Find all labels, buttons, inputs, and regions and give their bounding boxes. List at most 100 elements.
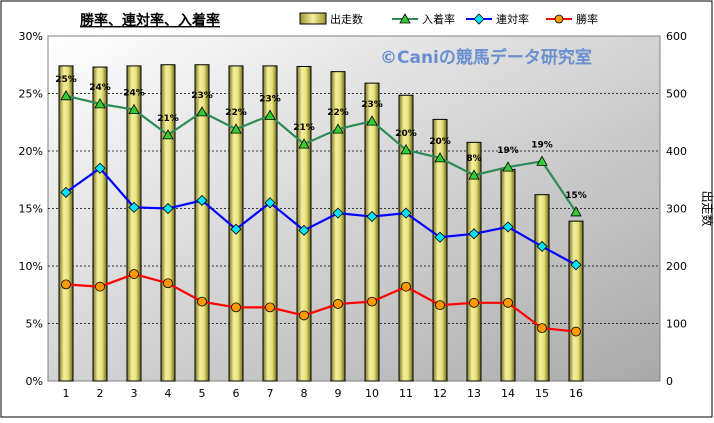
diamond-marker <box>196 194 208 207</box>
diamond-marker <box>468 228 480 240</box>
right-tick-label: 400 <box>666 145 687 158</box>
series-line <box>65 94 577 213</box>
circle-marker <box>265 302 275 313</box>
data-label: 24% <box>123 89 145 99</box>
right-tick-label: 0 <box>666 375 673 388</box>
circle-marker <box>537 323 547 334</box>
diamond-marker <box>400 207 412 219</box>
left-tick-label: 25% <box>19 88 43 101</box>
triangle-marker <box>230 123 242 134</box>
data-label: 23% <box>259 94 281 104</box>
diamond-marker <box>162 202 174 215</box>
x-tick-label: 10 <box>365 387 379 400</box>
x-tick-label: 7 <box>267 387 274 400</box>
x-tick-label: 11 <box>399 387 413 400</box>
triangle-marker <box>196 106 208 117</box>
right-tick-label: 100 <box>666 318 687 331</box>
legend-label: 入着率 <box>422 12 455 26</box>
left-tick-label: 5% <box>26 318 43 331</box>
triangle-marker <box>434 152 446 163</box>
data-label: 21% <box>293 123 315 133</box>
triangle-marker <box>60 89 72 101</box>
x-tick-label: 16 <box>569 387 583 400</box>
circle-marker <box>367 296 377 307</box>
watermark-text: ©Caniの競馬データ研究室 <box>380 47 592 68</box>
x-tick-label: 12 <box>433 387 447 400</box>
data-labels: 25% 24% 24% 21% 23% 22% 23% 21% 22% 23% 20% 20% 8% 19… <box>55 75 587 201</box>
diamond-marker <box>536 240 548 253</box>
legend-marker <box>399 13 411 24</box>
triangle-marker <box>332 123 344 134</box>
triangle-marker <box>366 115 378 126</box>
x-tick-label: 3 <box>131 387 138 400</box>
bar <box>534 194 550 382</box>
triangle-marker <box>536 155 548 166</box>
bar <box>568 220 584 382</box>
bar <box>500 168 516 382</box>
triangle-marker <box>94 98 106 109</box>
left-tick-label: 15% <box>19 203 43 216</box>
axes: 0% 5% 10% 15% 20% 25% 30% 0 100 200 300 400 500 600 出走… <box>19 30 714 400</box>
data-label: 21% <box>157 114 179 124</box>
circle-marker <box>435 300 445 311</box>
right-tick-label: 200 <box>666 260 687 273</box>
circle-marker <box>163 278 173 289</box>
chart-title: 勝率、連対率、入着率 <box>80 12 220 29</box>
data-label: 15% <box>565 191 587 201</box>
legend-label: 出走数 <box>330 12 363 26</box>
x-tick-label: 13 <box>467 387 481 400</box>
circle-marker <box>129 269 139 279</box>
circle-marker <box>333 299 343 309</box>
diamond-marker <box>128 201 140 213</box>
right-tick-label: 300 <box>666 203 687 216</box>
triangle-marker <box>128 103 140 114</box>
bar <box>296 65 312 382</box>
series-markers <box>60 89 582 337</box>
right-tick-label: 500 <box>666 88 687 101</box>
series-line <box>65 272 577 333</box>
bar <box>262 65 278 382</box>
data-label: 19% <box>497 146 519 156</box>
diamond-marker <box>264 197 276 209</box>
data-label: 20% <box>395 129 417 139</box>
diamond-marker <box>502 221 514 233</box>
diamond-marker <box>94 162 106 174</box>
x-tick-label: 6 <box>233 387 240 400</box>
triangle-marker <box>400 144 412 155</box>
x-tick-label: 8 <box>301 387 308 400</box>
circle-marker <box>61 279 71 290</box>
legend: 出走数 入着率 連対率 勝率 <box>299 12 598 26</box>
data-label: 22% <box>327 108 349 118</box>
bar <box>160 64 176 382</box>
bar <box>432 118 448 382</box>
legend-marker <box>554 14 564 24</box>
circle-marker <box>469 297 479 308</box>
series-lines <box>65 94 577 333</box>
diamond-marker <box>332 207 344 219</box>
data-label: 20% <box>429 137 451 147</box>
x-tick-label: 1 <box>63 387 70 400</box>
left-tick-label: 20% <box>19 145 43 158</box>
diamond-marker <box>366 210 378 223</box>
triangle-marker <box>570 206 582 217</box>
diamond-marker <box>298 224 310 236</box>
series-line <box>65 166 577 266</box>
diamond-marker <box>230 223 242 235</box>
legend-label: 連対率 <box>496 12 529 26</box>
diamond-marker <box>570 259 582 271</box>
circle-marker <box>503 297 513 308</box>
data-label: 22% <box>225 108 247 118</box>
bar <box>126 65 142 382</box>
circle-marker <box>197 296 207 307</box>
diamond-marker <box>60 186 72 198</box>
legend-label: 勝率 <box>576 12 598 26</box>
circle-marker <box>401 281 411 292</box>
data-label: 25% <box>55 75 77 85</box>
right-tick-label: 600 <box>666 30 687 43</box>
legend-swatch <box>299 12 327 25</box>
circle-marker <box>95 281 105 292</box>
circle-marker <box>231 302 241 313</box>
diamond-marker <box>434 231 446 243</box>
